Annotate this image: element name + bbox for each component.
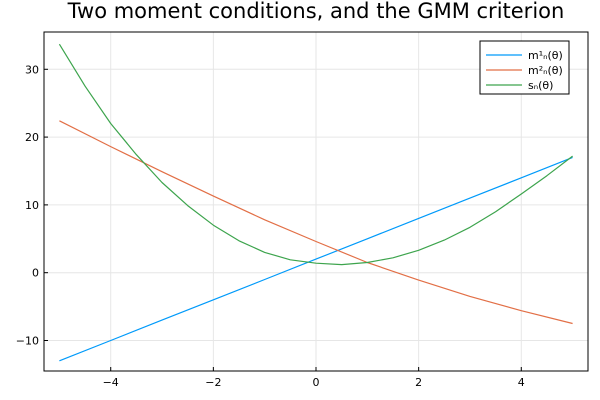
series-line-3 [58,43,573,266]
y-tick-label: 10 [25,199,39,212]
y-tick-label: 0 [32,267,39,280]
x-tick-label: 0 [313,376,320,389]
x-tick-label: 4 [518,376,525,389]
legend-label-1: m¹ₙ(θ) [528,49,563,62]
y-tick-label: 20 [25,131,39,144]
x-tick-label: 2 [415,376,422,389]
y-tick-label: −10 [16,334,39,347]
x-tick-label: −4 [103,376,119,389]
chart-title: Two moment conditions, and the GMM crite… [67,0,565,23]
series-lines [58,43,573,362]
legend-label-3: sₙ(θ) [528,79,553,92]
y-tick-label: 30 [25,63,39,76]
legend: m¹ₙ(θ) m²ₙ(θ) sₙ(θ) [479,40,570,95]
axis-ticks: −4 −2 0 2 4 −10 0 10 20 30 [16,63,525,389]
legend-label-2: m²ₙ(θ) [528,64,563,77]
series-line-1 [59,156,573,362]
x-tick-label: −2 [205,376,221,389]
